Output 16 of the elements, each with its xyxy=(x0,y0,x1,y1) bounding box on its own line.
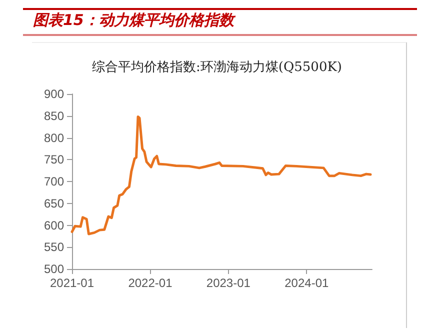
y-tick-label: 750 xyxy=(44,152,64,167)
y-tick-label: 650 xyxy=(44,196,64,210)
y-tick-label: 600 xyxy=(44,218,64,232)
x-tick-label: 2021-01 xyxy=(50,276,94,290)
y-tick-label: 850 xyxy=(44,108,64,123)
y-tick-label: 550 xyxy=(44,240,64,254)
line-series xyxy=(70,116,372,236)
y-tick-label: 800 xyxy=(44,130,64,145)
x-tick-label: 2023-01 xyxy=(206,276,251,290)
x-tick-label: 2022-01 xyxy=(128,276,173,290)
y-tick-label: 900 xyxy=(44,87,64,101)
chart-subtitle: 综合平均价格指数:环渤海动力煤(Q5500K) xyxy=(92,60,342,75)
y-tick-label: 700 xyxy=(44,174,64,188)
x-tick-label: 2024-01 xyxy=(284,276,329,290)
chart-title: 图表15：动力煤平均价格指数 xyxy=(33,11,234,30)
y-tick-label: 500 xyxy=(44,262,64,276)
